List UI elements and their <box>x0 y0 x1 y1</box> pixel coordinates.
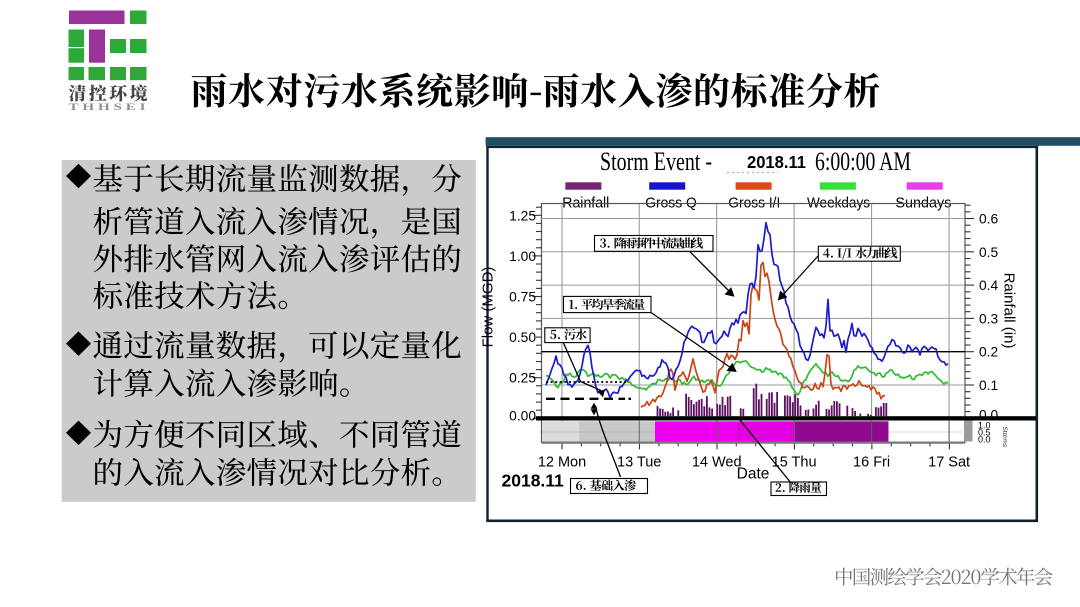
svg-text:0.6: 0.6 <box>979 212 999 227</box>
svg-text:0.00: 0.00 <box>509 409 536 424</box>
svg-text:0.5: 0.5 <box>978 428 991 438</box>
svg-text:1.0: 1.0 <box>978 421 991 431</box>
svg-text:Rainfall (in): Rainfall (in) <box>1001 273 1018 349</box>
svg-text:15 Thu: 15 Thu <box>772 455 817 471</box>
svg-text:13 Tue: 13 Tue <box>617 455 661 471</box>
svg-text:T H H S E I: T H H S E I <box>69 103 146 113</box>
svg-text:0.3: 0.3 <box>979 311 999 326</box>
svg-text:2018.11: 2018.11 <box>747 152 806 172</box>
svg-text:14 Wed: 14 Wed <box>692 455 742 471</box>
svg-text:Date: Date <box>737 466 770 483</box>
svg-text:0.25: 0.25 <box>509 371 536 386</box>
svg-text:0.5: 0.5 <box>979 245 999 260</box>
svg-text:Flow (MGD): Flow (MGD) <box>480 267 497 348</box>
svg-text:12 Mon: 12 Mon <box>538 455 586 471</box>
svg-text:1.25: 1.25 <box>509 208 536 223</box>
svg-text:Storm Event -: Storm Event - <box>600 147 712 176</box>
svg-text:0.50: 0.50 <box>509 330 536 345</box>
svg-text:16 Fri: 16 Fri <box>853 455 890 471</box>
svg-text:0.1: 0.1 <box>979 378 998 393</box>
svg-text:6:00:00 AM: 6:00:00 AM <box>815 147 911 176</box>
svg-text:0.0: 0.0 <box>978 435 991 445</box>
svg-text:0.4: 0.4 <box>979 278 999 293</box>
svg-text:1.00: 1.00 <box>509 249 536 264</box>
svg-text:Storms: Storms <box>1001 427 1008 448</box>
svg-text:0.2: 0.2 <box>979 345 998 360</box>
svg-text:0.75: 0.75 <box>509 290 536 305</box>
svg-text:2018.11: 2018.11 <box>502 471 565 491</box>
svg-text:17 Sat: 17 Sat <box>928 455 970 471</box>
